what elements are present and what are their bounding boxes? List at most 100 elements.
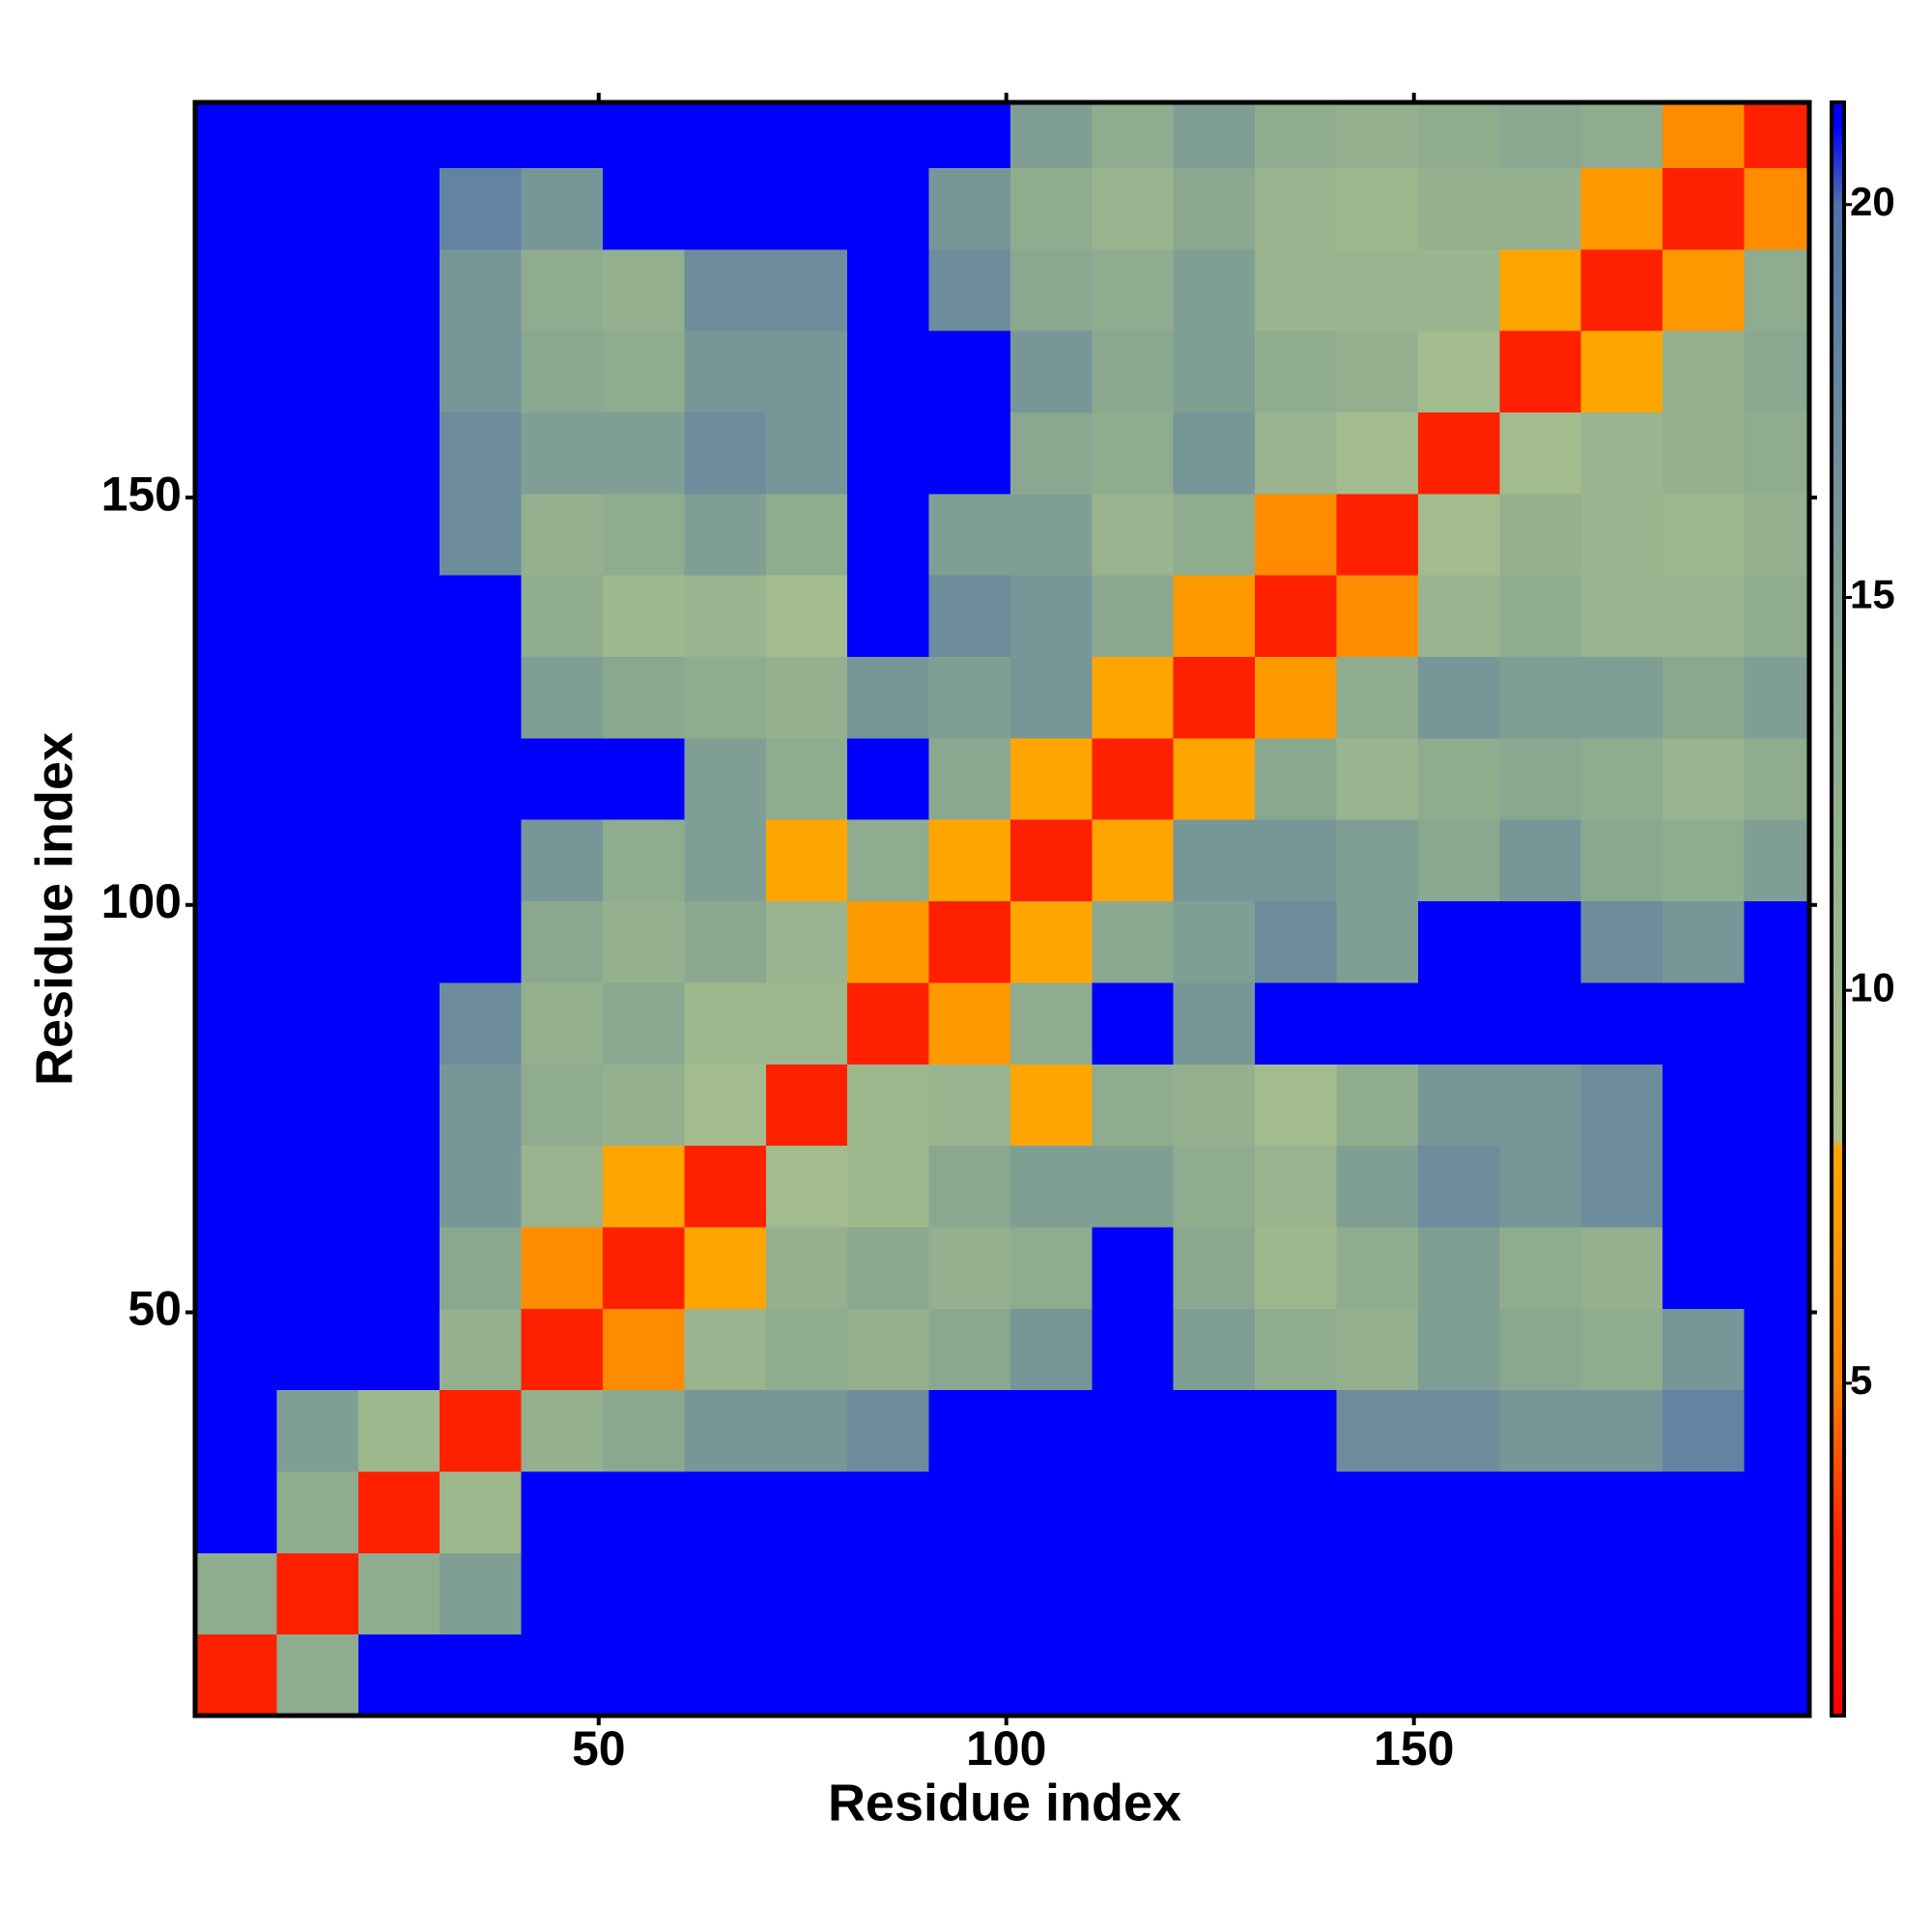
- heatmap-cell: [276, 1634, 359, 1717]
- heatmap-cell: [1744, 493, 1810, 576]
- heatmap-cell: [521, 167, 604, 250]
- heatmap-cell: [1499, 575, 1582, 658]
- heatmap-cell: [1580, 248, 1663, 331]
- heatmap-cell: [195, 412, 277, 495]
- heatmap-cell: [1255, 575, 1338, 658]
- heatmap-cell: [1499, 819, 1582, 902]
- heatmap-cell: [1580, 1226, 1663, 1309]
- heatmap-cell: [765, 102, 848, 168]
- heatmap-cell: [195, 656, 277, 739]
- heatmap-cell: [928, 412, 1011, 495]
- heatmap-cell: [928, 1308, 1011, 1391]
- heatmap-cell: [847, 1145, 930, 1228]
- heatmap-cell: [1499, 1634, 1582, 1717]
- heatmap-cell: [521, 1552, 604, 1635]
- heatmap-cell: [1255, 1308, 1338, 1391]
- heatmap-cell: [1744, 1064, 1810, 1147]
- heatmap-cell: [1255, 1226, 1338, 1309]
- heatmap-cell: [1336, 1634, 1419, 1717]
- heatmap-cell: [357, 1552, 440, 1635]
- heatmap-cell: [1009, 1308, 1093, 1391]
- heatmap-cell: [195, 981, 277, 1065]
- heatmap-cell: [1580, 900, 1663, 983]
- heatmap-cell: [1417, 1389, 1500, 1472]
- heatmap-cell: [928, 493, 1011, 576]
- heatmap-cell: [1499, 981, 1582, 1065]
- heatmap-cell: [1092, 900, 1175, 983]
- heatmap-cell: [602, 575, 685, 658]
- heatmap-cell: [1092, 656, 1175, 739]
- heatmap-cell: [1255, 981, 1338, 1065]
- heatmap-cell: [1580, 819, 1663, 902]
- heatmap-cell: [1744, 981, 1810, 1065]
- heatmap-cell: [1092, 737, 1175, 820]
- heatmap-cell: [602, 656, 685, 739]
- heatmap-cell: [928, 1226, 1011, 1309]
- heatmap-cell: [1417, 1145, 1500, 1228]
- heatmap-cell: [1173, 656, 1256, 739]
- heatmap-cell: [684, 248, 767, 331]
- heatmap-cell: [847, 248, 930, 331]
- heatmap-cell: [1417, 1552, 1500, 1635]
- heatmap-cell: [357, 102, 440, 168]
- heatmap-cell: [521, 900, 604, 983]
- heatmap-cell: [1417, 248, 1500, 331]
- heatmap-cell: [1092, 1552, 1175, 1635]
- heatmap-cell: [1092, 1389, 1175, 1472]
- heatmap-cell: [1255, 1470, 1338, 1553]
- heatmap-cell: [1173, 575, 1256, 658]
- heatmap-cell: [440, 167, 523, 250]
- heatmap-cell: [1662, 330, 1745, 413]
- heatmap-cell: [1173, 1308, 1256, 1391]
- heatmap-cell: [602, 330, 685, 413]
- heatmap-cell: [1009, 1226, 1093, 1309]
- heatmap-cell: [357, 248, 440, 331]
- heatmap-cell: [276, 900, 359, 983]
- heatmap-cell: [1009, 330, 1093, 413]
- heatmap-cell: [928, 1634, 1011, 1717]
- y-tick-label: 150: [101, 467, 182, 521]
- heatmap-cell: [521, 1145, 604, 1228]
- heatmap-cell: [1499, 412, 1582, 495]
- heatmap-cell: [276, 1226, 359, 1309]
- heatmap-cell: [765, 575, 848, 658]
- heatmap-cell: [1662, 1145, 1745, 1228]
- heatmap-cell: [1173, 167, 1256, 250]
- heatmap-cell: [765, 167, 848, 250]
- heatmap-cell: [521, 102, 604, 168]
- heatmap-cell: [602, 1389, 685, 1472]
- heatmap-cell: [684, 737, 767, 820]
- heatmap-cell: [1417, 167, 1500, 250]
- heatmap-cell: [847, 1552, 930, 1635]
- heatmap-cell: [440, 102, 523, 168]
- plot-frame: [192, 99, 1812, 1719]
- heatmap-cell: [684, 412, 767, 495]
- heatmap-cell: [765, 1308, 848, 1391]
- heatmap-cell: [684, 493, 767, 576]
- heatmap-cell: [276, 1389, 359, 1472]
- heatmap-cell: [195, 102, 277, 168]
- heatmap-cell: [1580, 102, 1663, 168]
- heatmap-cell: [1499, 167, 1582, 250]
- heatmap-cell: [1662, 981, 1745, 1065]
- heatmap-cell: [1499, 1308, 1582, 1391]
- heatmap-cell: [521, 248, 604, 331]
- heatmap-cell: [1744, 1308, 1810, 1391]
- heatmap-cell: [1336, 737, 1419, 820]
- heatmap-cell: [602, 1470, 685, 1553]
- heatmap-cell: [1255, 102, 1338, 168]
- heatmap-cell: [847, 737, 930, 820]
- heatmap-cell: [521, 981, 604, 1065]
- heatmap-cell: [928, 1470, 1011, 1553]
- heatmap-cell: [1173, 819, 1256, 902]
- heatmap-cell: [928, 248, 1011, 331]
- heatmap-cell: [684, 1470, 767, 1553]
- heatmap-cell: [276, 1552, 359, 1635]
- heatmap-cell: [1009, 900, 1093, 983]
- heatmap-cell: [928, 575, 1011, 658]
- heatmap-cell: [602, 1145, 685, 1228]
- heatmap-cell: [765, 900, 848, 983]
- heatmap-cell: [440, 493, 523, 576]
- heatmap-cell: [1662, 1064, 1745, 1147]
- heatmap-cell: [765, 1389, 848, 1472]
